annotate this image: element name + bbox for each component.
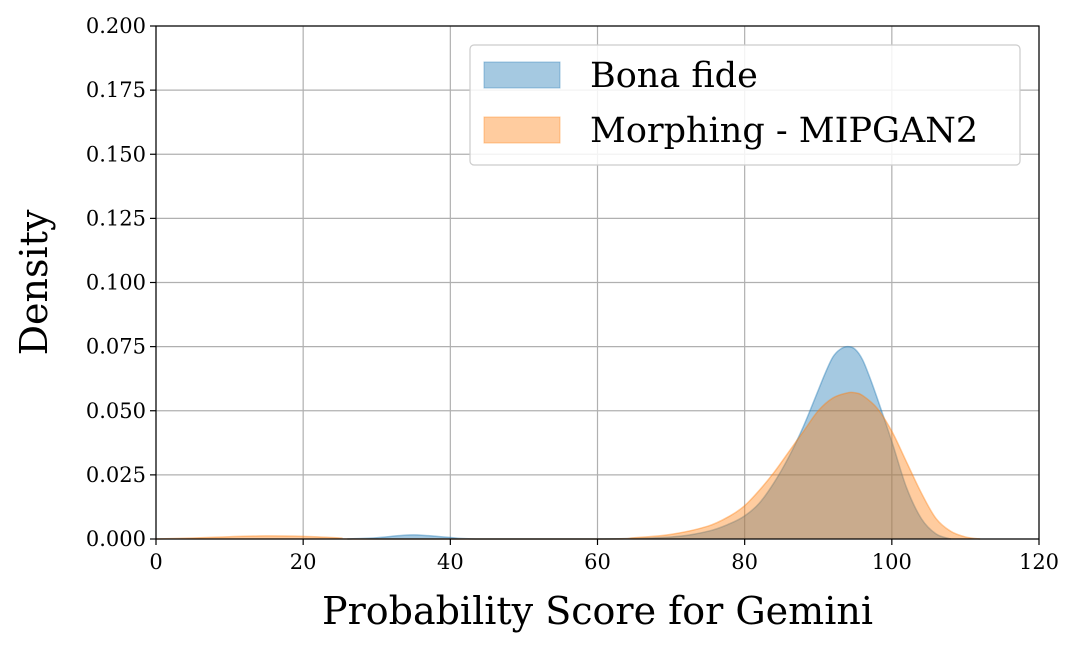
series-areas — [155, 345, 981, 540]
series-line-1 — [155, 391, 981, 540]
legend: Bona fide Morphing - MIPGAN2 — [469, 44, 1021, 166]
y-tick-label-0: 0.000 — [86, 527, 146, 551]
legend-swatch-1 — [483, 116, 561, 144]
legend-label-0: Bona fide — [590, 56, 758, 96]
legend-box — [469, 44, 1021, 166]
y-tick-label-1: 0.025 — [86, 463, 146, 487]
y-tick-label-5: 0.125 — [86, 206, 146, 230]
x-tick-label-4: 80 — [731, 550, 758, 574]
x-tick-label-2: 40 — [437, 550, 464, 574]
x-tick-label-3: 60 — [584, 550, 611, 574]
y-tick-label-3: 0.075 — [86, 335, 146, 359]
series-area-0 — [347, 346, 951, 539]
y-tick-label-2: 0.050 — [86, 399, 146, 423]
series-line-0 — [347, 345, 951, 540]
x-tick-label-0: 0 — [149, 550, 162, 574]
x-axis-title: Probability Score for Gemini — [322, 589, 873, 633]
y-tick-label-7: 0.175 — [86, 78, 146, 102]
legend-label-1: Morphing - MIPGAN2 — [590, 111, 978, 151]
legend-swatch-0 — [483, 61, 561, 89]
y-tick-label-6: 0.150 — [86, 142, 146, 166]
y-tick-label-4: 0.100 — [86, 271, 146, 295]
y-tick-label-8: 0.200 — [86, 14, 146, 38]
axis-ticks: 0 20 40 60 80 100 120 0.000 0.025 0.050 0.075 0.100… — [86, 14, 1059, 574]
y-axis-title: Density — [12, 209, 56, 355]
x-tick-label-6: 120 — [1019, 550, 1059, 574]
series-area-1 — [156, 392, 981, 539]
x-tick-label-5: 100 — [872, 550, 912, 574]
x-tick-label-1: 20 — [290, 550, 317, 574]
